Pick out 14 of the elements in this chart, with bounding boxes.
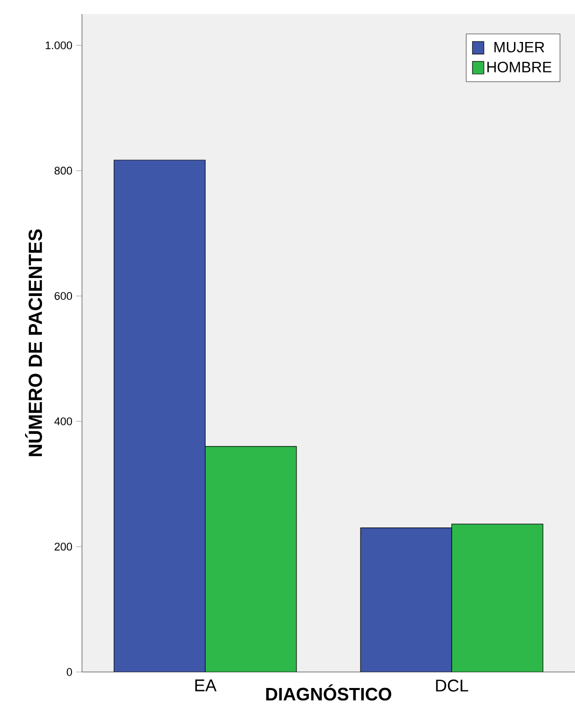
x-axis-title: DIAGNÓSTICO xyxy=(266,684,392,701)
bar xyxy=(451,524,544,672)
y-tick-label: 800 xyxy=(54,166,72,175)
x-tick-label: DCL xyxy=(436,680,468,692)
x-tick-label: EA xyxy=(195,680,217,692)
bar xyxy=(205,446,296,672)
y-axis-title: NÚMERO DE PACIENTES xyxy=(25,229,42,456)
legend-label: MUJER xyxy=(494,42,544,52)
y-tick-label: 0 xyxy=(66,668,72,676)
y-tick-label: 200 xyxy=(54,542,72,551)
y-tick-label: 400 xyxy=(54,417,72,426)
y-tick-label: 1.000 xyxy=(46,41,72,50)
y-tick-label: 600 xyxy=(54,292,72,300)
legend-label: HOMBRE xyxy=(487,62,552,72)
